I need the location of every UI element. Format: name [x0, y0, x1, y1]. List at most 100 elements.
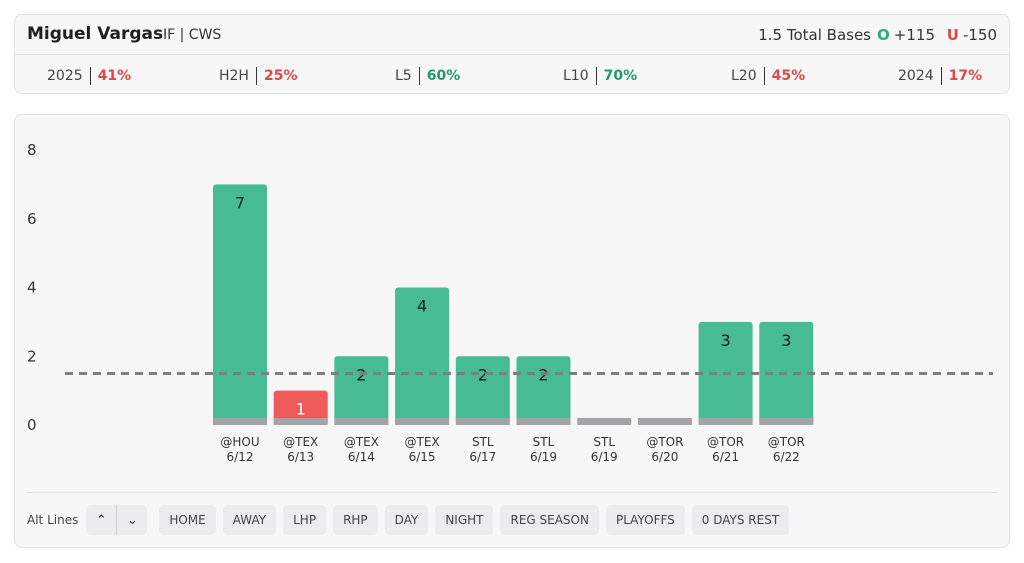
bar-base — [637, 418, 692, 425]
bar-base — [455, 418, 510, 425]
y-tick-label: 0 — [27, 416, 37, 434]
bar-base — [577, 418, 632, 425]
bar-value-label: 1 — [296, 400, 306, 419]
x-opponent-label: @TEX — [344, 435, 379, 449]
x-date-label: 6/13 — [287, 450, 314, 464]
stat-label: 2024 — [898, 68, 934, 84]
prop-header-card: Miguel Vargas IF | CWS 1.5 Total Bases O… — [14, 14, 1010, 94]
under-mark: U — [946, 26, 959, 44]
y-tick-label: 8 — [27, 141, 37, 159]
prop-line-label: 1.5 Total Bases — [758, 26, 871, 44]
bar-base — [213, 418, 267, 425]
filters-divider — [27, 492, 997, 493]
stat-value: 70% — [603, 68, 638, 84]
stat-separator — [418, 67, 420, 85]
stat-separator — [940, 67, 942, 85]
stat-value: 25% — [263, 68, 298, 84]
x-opponent-label: @TOR — [768, 435, 805, 449]
filter-chip-lhp[interactable]: LHP — [283, 505, 327, 535]
game-log-chart-card: 024687@HOU6/121@TEX6/132@TEX6/144@TEX6/1… — [14, 114, 1010, 548]
bar-base — [273, 418, 328, 425]
filter-chip-away[interactable]: AWAY — [222, 505, 277, 535]
stat-value: 17% — [948, 68, 983, 84]
stat-h2h: H2H 25% — [219, 67, 297, 85]
x-date-label: 6/21 — [712, 450, 739, 464]
x-date-label: 6/19 — [530, 450, 557, 464]
bar-base — [334, 418, 389, 425]
x-opponent-label: STL — [533, 435, 555, 449]
x-opponent-label: @TEX — [405, 435, 440, 449]
x-opponent-label: STL — [593, 435, 615, 449]
under-odds-button[interactable]: U -150 — [947, 26, 997, 44]
x-date-label: 6/15 — [409, 450, 436, 464]
stat-value: 41% — [97, 68, 132, 84]
bar-value-label: 7 — [235, 193, 245, 212]
stat-separator — [763, 67, 765, 85]
alt-lines-label: Alt Lines — [27, 513, 79, 527]
over-odds-button[interactable]: O +115 — [877, 26, 935, 44]
bar-base — [516, 418, 571, 425]
x-opponent-label: @TEX — [283, 435, 318, 449]
stat-label: H2H — [219, 68, 249, 84]
x-opponent-label: @TOR — [707, 435, 744, 449]
bar — [455, 356, 510, 425]
stat-separator — [89, 67, 91, 85]
over-mark: O — [877, 26, 890, 44]
y-tick-label: 4 — [27, 279, 37, 297]
game-log-bar-chart: 024687@HOU6/121@TEX6/132@TEX6/144@TEX6/1… — [27, 141, 993, 464]
stat-l20: L20 45% — [731, 67, 805, 85]
bar-value-label: 2 — [478, 365, 488, 384]
stat-2024: 2024 17% — [898, 67, 982, 85]
bar — [273, 390, 328, 425]
stat-l10: L10 70% — [563, 67, 637, 85]
bar-value-label: 4 — [417, 297, 427, 316]
stat-label: L20 — [731, 68, 757, 84]
alt-line-down-button[interactable]: ⌄ — [117, 505, 147, 535]
bar-value-label: 3 — [781, 331, 791, 350]
bar-value-label: 3 — [721, 331, 731, 350]
stat-2025: 2025 41% — [47, 67, 131, 85]
filter-chip-0-days-rest[interactable]: 0 DAYS REST — [691, 505, 790, 535]
hit-rate-stats-row: 2025 41% H2H 25% L5 60% L10 70% L20 45% 2024 17% — [15, 55, 1009, 95]
stat-label: L5 — [395, 68, 412, 84]
under-odds-value: -150 — [962, 26, 997, 44]
filter-chip-day[interactable]: DAY — [384, 505, 429, 535]
stat-label: L10 — [563, 68, 589, 84]
x-date-label: 6/17 — [469, 450, 496, 464]
stat-l5: L5 60% — [395, 67, 460, 85]
over-odds-value: +115 — [893, 26, 935, 44]
x-date-label: 6/22 — [773, 450, 800, 464]
stat-value: 45% — [771, 68, 806, 84]
x-opponent-label: STL — [472, 435, 494, 449]
bar-base — [698, 418, 753, 425]
alt-lines-stepper: ⌃ ⌄ — [86, 505, 148, 535]
bar — [395, 287, 450, 425]
stat-separator — [595, 67, 597, 85]
x-date-label: 6/19 — [591, 450, 618, 464]
y-tick-label: 6 — [27, 210, 37, 228]
bar-base — [395, 418, 450, 425]
x-opponent-label: @TOR — [646, 435, 683, 449]
x-date-label: 6/14 — [348, 450, 375, 464]
filter-chip-home[interactable]: HOME — [159, 505, 216, 535]
bar-base — [759, 418, 814, 425]
filter-chip-playoffs[interactable]: PLAYOFFS — [605, 505, 685, 535]
filter-row: Alt Lines ⌃ ⌄ HOME AWAY LHP RHP DAY NIGHT REG … — [27, 504, 796, 536]
x-date-label: 6/12 — [227, 450, 254, 464]
header-top-row: Miguel Vargas IF | CWS 1.5 Total Bases O… — [15, 15, 1009, 55]
chevron-down-icon: ⌄ — [126, 512, 138, 528]
filter-chip-rhp[interactable]: RHP — [333, 505, 378, 535]
filter-chip-night[interactable]: NIGHT — [435, 505, 494, 535]
stepper-divider — [116, 505, 118, 535]
chevron-up-icon: ⌃ — [95, 512, 107, 528]
y-tick-label: 2 — [27, 347, 37, 365]
filter-chip-reg-season[interactable]: REG SEASON — [500, 505, 599, 535]
player-position-team: IF | CWS — [163, 27, 222, 43]
x-opponent-label: @HOU — [220, 435, 259, 449]
alt-line-up-button[interactable]: ⌃ — [86, 505, 116, 535]
player-name: Miguel Vargas — [27, 24, 164, 44]
stat-separator — [255, 67, 257, 85]
x-date-label: 6/20 — [651, 450, 678, 464]
bar — [213, 184, 267, 425]
stat-value: 60% — [426, 68, 461, 84]
